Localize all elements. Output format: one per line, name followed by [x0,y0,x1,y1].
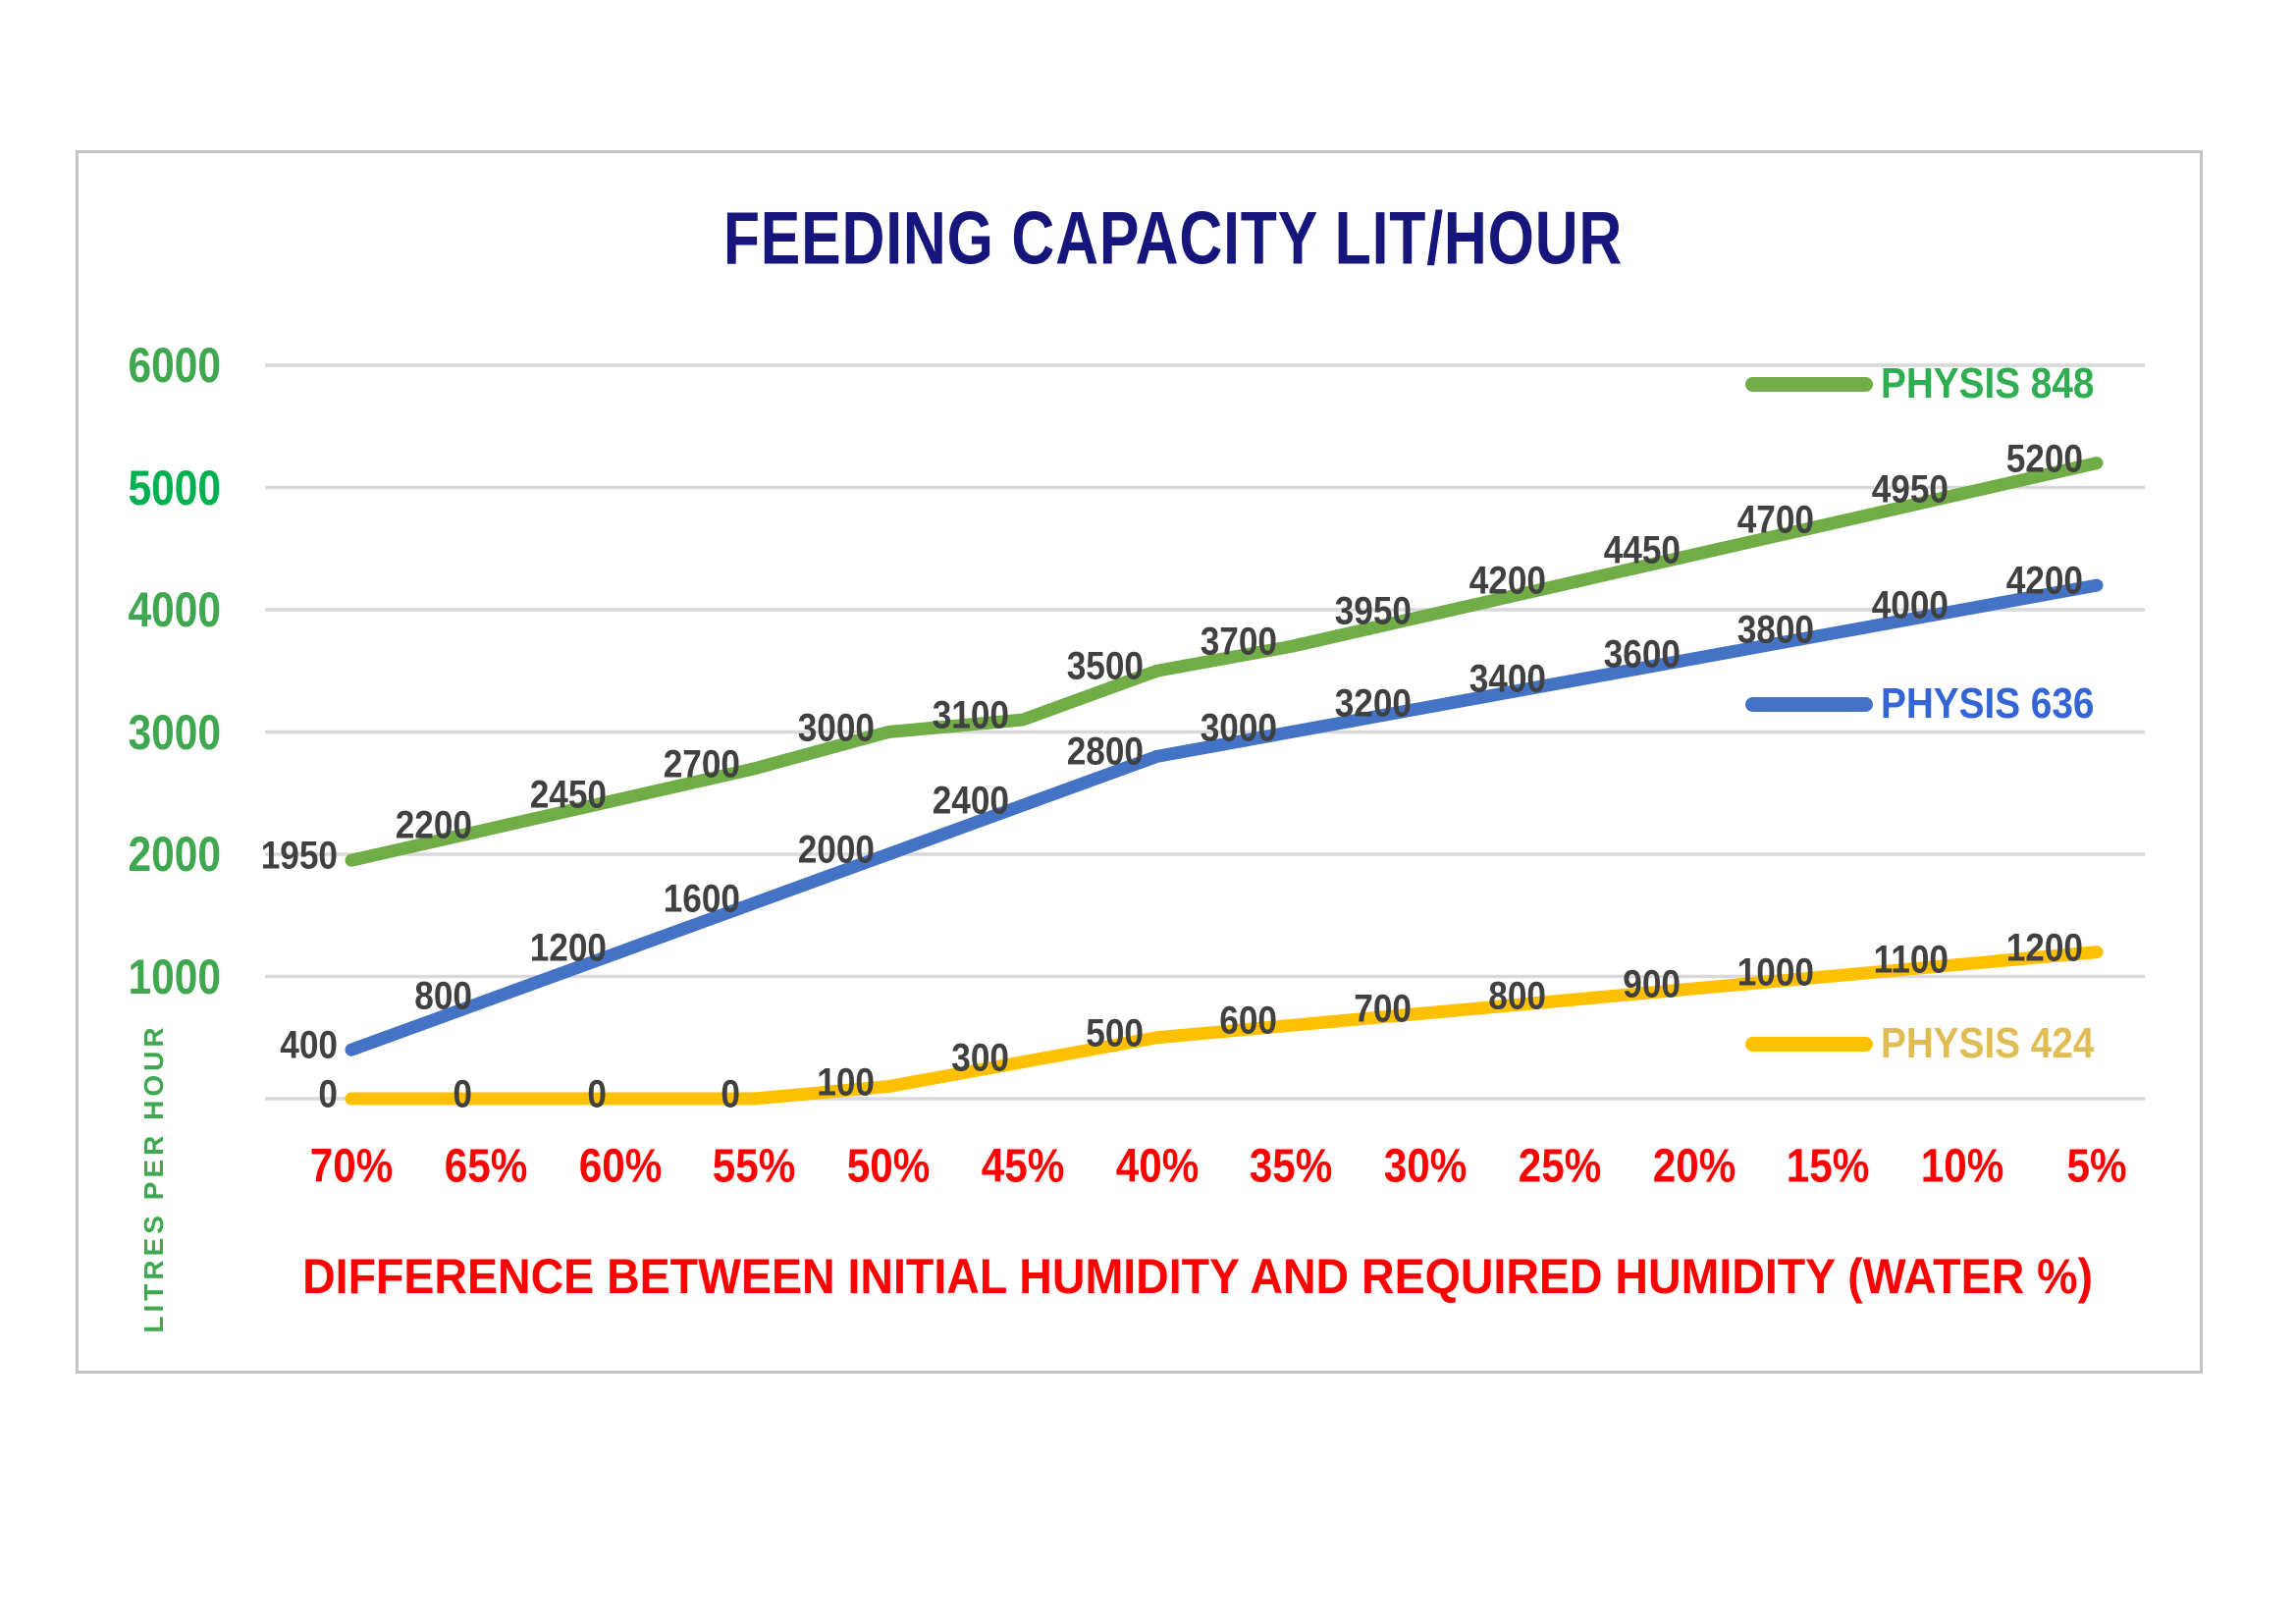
legend-item-physis-636: PHYSIS 636 [1745,679,2123,728]
data-label-physis-848-45pct: 3100 [932,693,1009,737]
series-line-physis-424 [345,946,2104,1106]
y-axis-tick-4000: 4000 [128,582,221,637]
data-label-physis-636-30pct: 3200 [1334,681,1413,726]
data-label-physis-636-50pct: 2000 [797,828,876,872]
data-label-physis-424-25pct: 800 [1488,974,1546,1018]
data-label-physis-424-45pct: 300 [951,1036,1009,1080]
data-label-physis-424-10pct: 1100 [1873,938,1949,982]
data-label-physis-424-55pct: 0 [721,1072,741,1116]
data-label-physis-424-20pct: 900 [1622,962,1681,1006]
data-label-physis-636-25pct: 3400 [1468,657,1546,701]
data-label-physis-848-50pct: 3000 [797,706,876,749]
x-axis-tick-65pct: 65% [444,1140,528,1193]
x-axis-tick-70pct: 70% [309,1140,394,1193]
x-axis-title-text: DIFFERENCE BETWEEN INITIAL HUMIDITY AND … [302,1249,2093,1304]
y-axis-tick-1000: 1000 [128,948,221,1004]
data-label-physis-848-70pct: 1950 [260,834,338,878]
legend-label-physis-636: PHYSIS 636 [1881,679,2095,728]
x-axis-title: DIFFERENCE BETWEEN INITIAL HUMIDITY AND … [235,1248,2160,1305]
series-line-physis-848 [345,457,2104,867]
x-axis-tick-5pct: 5% [2066,1140,2127,1193]
data-label-physis-636-55pct: 1600 [663,877,741,921]
data-label-physis-636-60pct: 1200 [529,926,607,970]
data-label-physis-424-15pct: 1000 [1737,950,1815,994]
data-label-physis-848-20pct: 4450 [1603,528,1681,572]
data-label-physis-424-70pct: 0 [318,1072,338,1116]
legend-label-physis-424: PHYSIS 424 [1881,1019,2095,1067]
x-axis-tick-15pct: 15% [1787,1140,1870,1193]
legend-swatch-physis-848 [1745,376,1873,392]
x-axis-tick-25pct: 25% [1518,1140,1602,1193]
legend-swatch-physis-424 [1745,1036,1873,1052]
x-axis-tick-20pct: 20% [1652,1140,1735,1193]
x-axis-tick-35pct: 35% [1250,1140,1333,1193]
data-label-physis-424-35pct: 600 [1219,999,1278,1043]
x-axis-tick-60pct: 60% [578,1140,662,1193]
y-axis-tick-2000: 2000 [128,827,221,882]
y-axis-tick-3000: 3000 [128,704,221,760]
data-label-physis-848-10pct: 4950 [1871,467,1949,512]
data-label-physis-636-20pct: 3600 [1603,632,1681,677]
series-line-physis-636 [345,578,2104,1056]
data-label-physis-636-45pct: 2400 [932,779,1009,823]
data-label-physis-636-10pct: 4000 [1871,583,1949,627]
data-label-physis-424-40pct: 500 [1085,1011,1144,1056]
legend-item-physis-848: PHYSIS 848 [1745,359,2123,407]
chart-title: FEEDING CAPACITY LIT/HOUR [611,196,1735,282]
y-axis-title: LITRES PER HOUR [138,1023,169,1333]
x-axis-tick-50pct: 50% [846,1140,931,1193]
data-label-physis-848-25pct: 4200 [1468,559,1546,603]
data-label-physis-424-5pct: 1200 [2005,926,2083,970]
y-axis-tick-5000: 5000 [128,460,221,515]
data-label-physis-636-70pct: 400 [280,1023,338,1067]
data-label-physis-424-65pct: 0 [453,1072,472,1116]
x-axis-tick-30pct: 30% [1383,1140,1468,1193]
data-label-physis-848-35pct: 3700 [1201,620,1278,664]
chart-title-text: FEEDING CAPACITY LIT/HOUR [722,196,1624,281]
data-label-physis-636-40pct: 2800 [1066,730,1144,774]
data-label-physis-848-55pct: 2700 [663,742,741,786]
legend-swatch-physis-636 [1745,696,1873,712]
data-label-physis-424-30pct: 700 [1354,987,1413,1031]
data-label-physis-848-5pct: 5200 [2005,437,2083,481]
data-label-physis-636-65pct: 800 [414,974,472,1018]
data-label-physis-424-50pct: 100 [817,1060,876,1105]
x-axis-tick-45pct: 45% [981,1140,1065,1193]
x-axis-tick-40pct: 40% [1115,1140,1199,1193]
data-label-physis-848-15pct: 4700 [1737,498,1815,542]
x-axis-tick-55pct: 55% [713,1140,796,1193]
data-label-physis-848-65pct: 2200 [395,803,472,847]
data-label-physis-848-40pct: 3500 [1066,644,1144,688]
data-label-physis-636-35pct: 3000 [1201,706,1278,749]
data-label-physis-848-30pct: 3950 [1334,589,1413,633]
data-label-physis-848-60pct: 2450 [529,773,607,817]
data-label-physis-424-60pct: 0 [586,1072,607,1116]
legend-label-physis-848: PHYSIS 848 [1881,359,2095,407]
data-label-physis-636-15pct: 3800 [1737,608,1815,652]
y-axis-tick-6000: 6000 [128,338,221,393]
x-axis-tick-10pct: 10% [1920,1140,2004,1193]
legend-item-physis-424: PHYSIS 424 [1745,1019,2123,1067]
data-label-physis-636-5pct: 4200 [2005,559,2083,603]
